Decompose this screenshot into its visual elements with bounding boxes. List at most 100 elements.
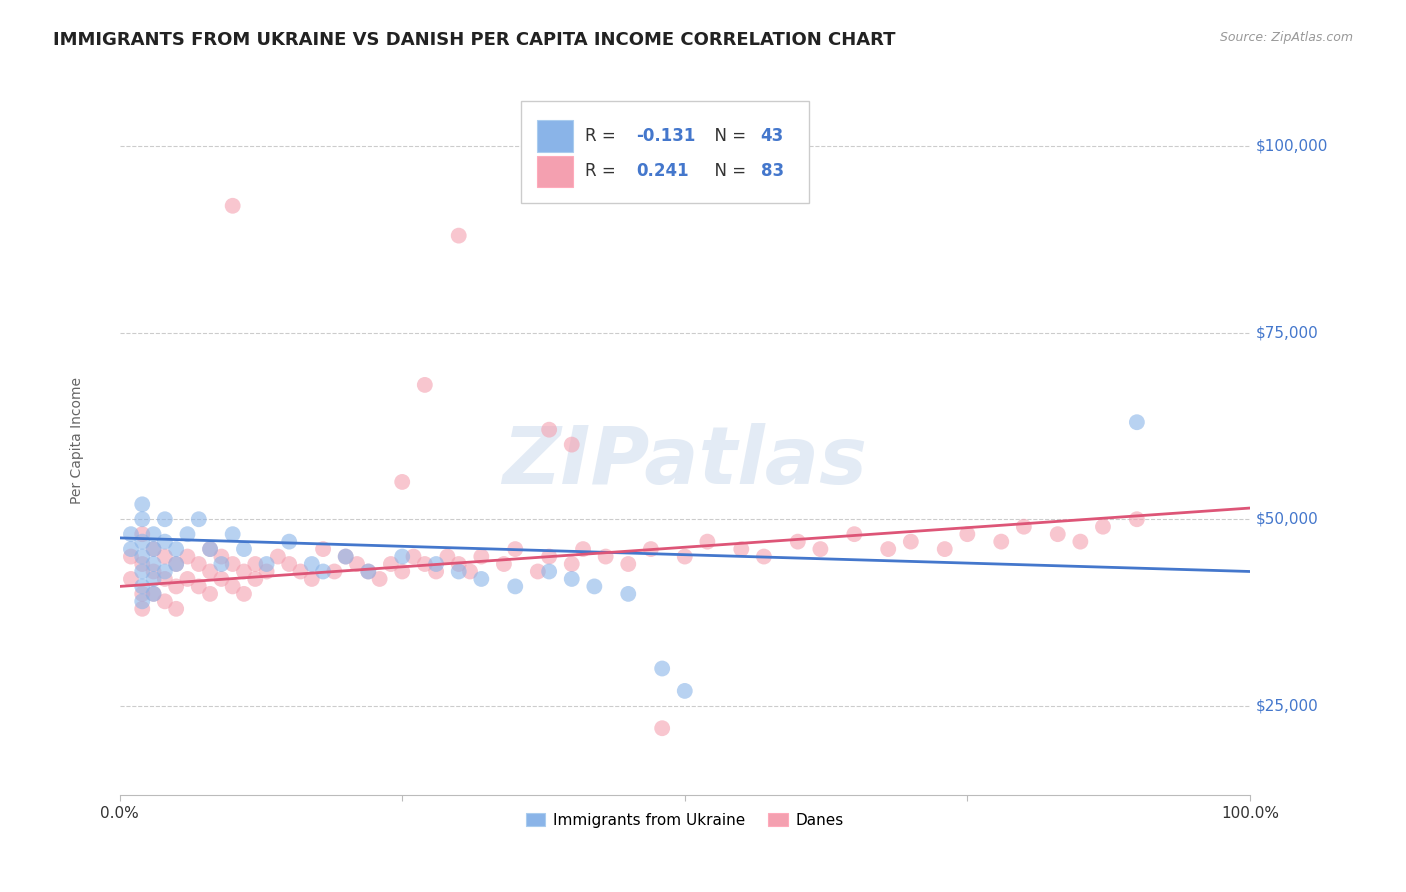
Point [380,557,402,571]
Point [165,602,187,616]
Point [357,565,380,579]
Point [617,557,640,571]
Point [447,565,470,579]
Point [312,565,335,579]
Text: ZIPatlas: ZIPatlas [502,423,868,501]
Point [120,549,142,564]
Text: R =: R = [585,127,621,145]
Point [131,594,153,608]
Point [651,721,673,735]
Point [391,549,413,564]
Point [153,549,176,564]
Point [1012,519,1035,533]
Point [187,579,209,593]
Point [256,557,278,571]
Point [120,572,142,586]
Point [198,565,221,579]
Text: N =: N = [704,127,751,145]
Point [447,228,470,243]
FancyBboxPatch shape [520,101,808,203]
Point [209,557,232,571]
Point [221,527,243,541]
Point [142,527,165,541]
Point [323,565,346,579]
Point [142,572,165,586]
Point [256,565,278,579]
Point [278,534,301,549]
Point [153,534,176,549]
Text: 0.241: 0.241 [636,162,689,180]
Point [346,557,368,571]
Point [131,579,153,593]
FancyBboxPatch shape [537,120,572,152]
Point [561,557,583,571]
Point [492,557,515,571]
Point [221,199,243,213]
Point [673,549,696,564]
Point [470,549,492,564]
Point [470,572,492,586]
Point [267,549,290,564]
Point [165,542,187,557]
Point [357,565,380,579]
Point [142,565,165,579]
Point [810,542,832,557]
Text: R =: R = [585,162,621,180]
Point [561,572,583,586]
Point [131,565,153,579]
Point [617,587,640,601]
Point [425,565,447,579]
Point [900,534,922,549]
Point [1126,512,1149,526]
Text: -0.131: -0.131 [636,127,696,145]
Point [425,557,447,571]
Text: $25,000: $25,000 [1256,698,1319,714]
Text: $75,000: $75,000 [1256,326,1319,340]
Point [278,557,301,571]
Point [413,557,436,571]
Point [142,542,165,557]
Point [142,587,165,601]
Point [503,579,526,593]
Point [527,565,550,579]
Point [730,542,752,557]
Text: N =: N = [704,162,751,180]
Point [447,557,470,571]
Point [245,557,267,571]
FancyBboxPatch shape [537,156,572,187]
Point [209,549,232,564]
Point [301,557,323,571]
Point [956,527,979,541]
Text: $50,000: $50,000 [1256,512,1319,527]
Point [120,542,142,557]
Point [187,557,209,571]
Text: Per Capita Income: Per Capita Income [70,377,84,504]
Point [673,684,696,698]
Point [176,549,198,564]
Point [752,549,775,564]
Point [786,534,808,549]
Point [187,512,209,526]
Text: $100,000: $100,000 [1256,138,1327,153]
Point [165,579,187,593]
Point [572,542,595,557]
Point [335,549,357,564]
Point [233,565,256,579]
Point [301,572,323,586]
Point [131,587,153,601]
Point [198,587,221,601]
Point [1046,527,1069,541]
Point [209,572,232,586]
Point [233,587,256,601]
Point [221,557,243,571]
Point [877,542,900,557]
Point [990,534,1012,549]
Text: IMMIGRANTS FROM UKRAINE VS DANISH PER CAPITA INCOME CORRELATION CHART: IMMIGRANTS FROM UKRAINE VS DANISH PER CA… [53,31,896,49]
Point [561,437,583,451]
Point [640,542,662,557]
Point [153,572,176,586]
Point [1069,534,1091,549]
Point [165,557,187,571]
Point [153,512,176,526]
Point [176,527,198,541]
